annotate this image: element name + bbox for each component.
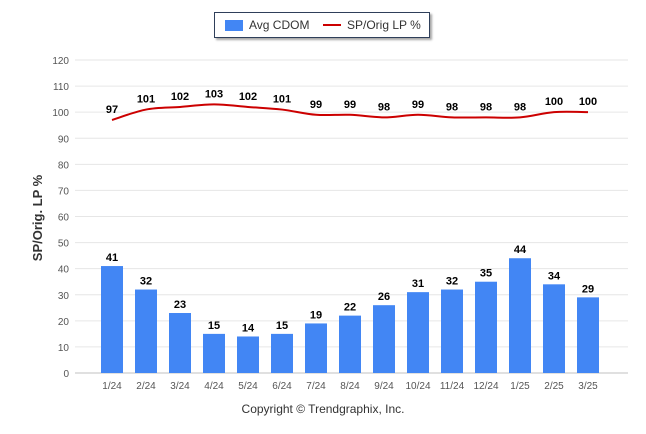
bar [271, 333, 293, 373]
bar-value-label: 35 [480, 268, 492, 280]
y-tick-label: 80 [58, 160, 70, 171]
line-value-label: 99 [344, 99, 356, 111]
bar [373, 305, 395, 373]
y-tick-label: 70 [58, 186, 70, 197]
bar-value-label: 31 [412, 278, 424, 290]
y-tick-label: 20 [58, 317, 70, 328]
line-value-label: 102 [239, 91, 257, 103]
bar-value-label: 14 [242, 322, 255, 334]
x-tick-label: 7/24 [306, 381, 326, 392]
y-tick-label: 110 [53, 82, 69, 93]
bar-value-label: 23 [174, 299, 186, 311]
grid-lines [75, 59, 628, 374]
bar [135, 289, 157, 373]
copyright-text: Copyright © Trendgraphix, Inc. [241, 402, 405, 416]
x-tick-label: 1/24 [102, 381, 122, 392]
legend-item-bar[interactable]: Avg CDOM [225, 18, 309, 32]
legend-bar-swatch [225, 19, 243, 31]
sp-orig-lp-line [111, 103, 589, 121]
x-tick-label: 2/25 [544, 381, 564, 392]
x-tick-label: 10/24 [405, 381, 430, 392]
line-value-label: 98 [480, 101, 492, 113]
bar-value-label: 26 [378, 291, 390, 303]
legend: Avg CDOM SP/Orig LP % [214, 12, 430, 38]
x-tick-label: 2/24 [136, 381, 156, 392]
y-tick-label: 60 [58, 213, 70, 224]
bar-series [101, 258, 599, 373]
line-value-label: 97 [106, 104, 118, 116]
bar [509, 258, 531, 373]
x-tick-label: 3/24 [170, 381, 190, 392]
x-tick-label: 8/24 [340, 381, 360, 392]
bar-value-label: 19 [310, 309, 322, 321]
line-value-label: 99 [310, 99, 322, 111]
y-tick-label: 50 [58, 239, 70, 250]
y-tick-label: 0 [63, 369, 69, 380]
line-value-label: 100 [579, 96, 597, 108]
y-tick-label: 90 [58, 134, 70, 145]
y-tick-label: 10 [58, 343, 70, 354]
line-series [111, 103, 589, 121]
y-tick-labels: 0 10 20 30 40 50 60 70 80 90 100 110 120 [52, 56, 69, 380]
bar-value-label: 15 [208, 320, 220, 332]
bar-value-label: 44 [514, 244, 527, 256]
legend-line-label: SP/Orig LP % [347, 18, 421, 32]
line-value-label: 98 [378, 101, 390, 113]
line-data-labels: 97 101 102 103 102 101 99 99 98 99 98 98 98 100 100 [106, 88, 597, 116]
bar [237, 336, 259, 373]
bar-value-label: 32 [140, 276, 152, 288]
line-value-label: 101 [137, 94, 155, 106]
y-tick-label: 100 [52, 108, 69, 119]
x-tick-labels: 1/24 2/24 3/24 4/24 5/24 6/24 7/24 8/24 9/24 10/2… [102, 381, 598, 392]
bar [407, 292, 429, 373]
line-value-label: 98 [446, 101, 458, 113]
x-tick-label: 12/24 [473, 381, 498, 392]
bar-value-label: 22 [344, 302, 356, 314]
legend-item-line[interactable]: SP/Orig LP % [323, 18, 421, 32]
bar [339, 315, 361, 373]
x-tick-label: 1/25 [510, 381, 530, 392]
bar-value-label: 41 [106, 252, 118, 264]
x-tick-label: 9/24 [374, 381, 394, 392]
bar [577, 297, 599, 373]
bar-data-labels: 41 32 23 15 14 15 19 22 26 31 32 35 44 34 29 [106, 244, 594, 334]
line-value-label: 99 [412, 99, 424, 111]
x-tick-label: 11/24 [440, 381, 465, 392]
line-value-label: 103 [205, 88, 223, 100]
bar-value-label: 15 [276, 320, 288, 332]
bar-value-label: 34 [548, 270, 561, 282]
bar [475, 281, 497, 373]
x-tick-label: 3/25 [578, 381, 598, 392]
x-tick-label: 4/24 [204, 381, 224, 392]
line-value-label: 102 [171, 91, 189, 103]
legend-line-swatch [323, 24, 341, 26]
line-value-label: 98 [514, 101, 526, 113]
bar [101, 266, 123, 373]
line-value-label: 101 [273, 94, 291, 106]
bar [203, 333, 225, 373]
line-value-label: 100 [545, 96, 563, 108]
bar [169, 313, 191, 373]
y-axis-label: SP/Orig. LP % [30, 174, 45, 261]
x-tick-label: 5/24 [238, 381, 258, 392]
y-tick-label: 30 [58, 291, 70, 302]
bar-value-label: 29 [582, 283, 594, 295]
x-tick-label: 6/24 [272, 381, 292, 392]
bar-value-label: 32 [446, 276, 458, 288]
y-tick-label: 120 [52, 56, 69, 67]
y-tick-label: 40 [58, 265, 70, 276]
bar [305, 323, 327, 373]
bar [543, 284, 565, 373]
legend-bar-label: Avg CDOM [249, 18, 310, 32]
bar [441, 289, 463, 373]
